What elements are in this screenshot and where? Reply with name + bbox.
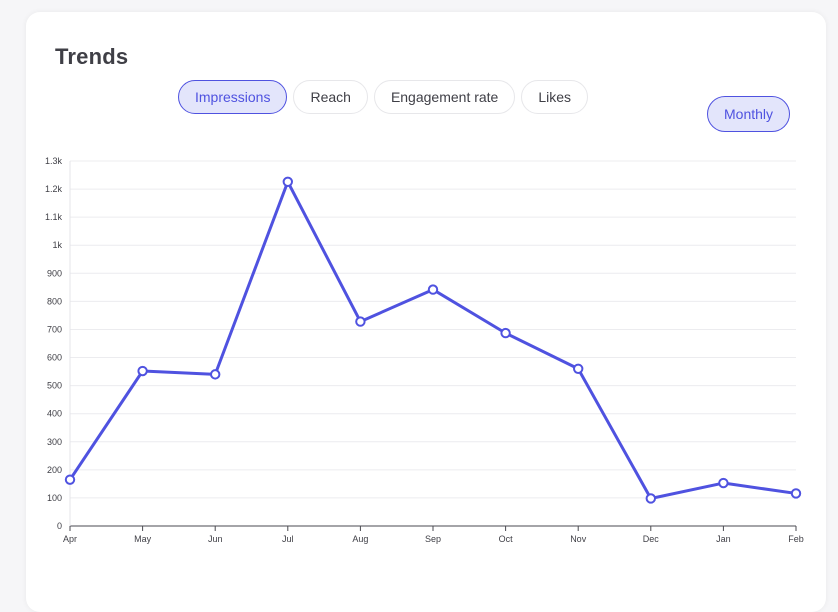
x-tick-label: Feb: [788, 534, 804, 544]
x-tick-label: Jul: [282, 534, 294, 544]
metric-tabs: Impressions Reach Engagement rate Likes: [178, 80, 589, 114]
grid-lines: [70, 160, 796, 499]
tab-engagement-rate[interactable]: Engagement rate: [373, 80, 516, 114]
y-tick-label: 1k: [52, 240, 62, 250]
data-point[interactable]: [500, 327, 511, 339]
x-tick-label: Oct: [499, 534, 514, 544]
y-tick-label: 1.1k: [45, 212, 63, 222]
data-point[interactable]: [427, 284, 439, 295]
period-toggle-monthly[interactable]: Monthly: [707, 96, 791, 132]
data-point[interactable]: [282, 176, 293, 187]
page-title: Trends: [55, 44, 129, 69]
tab-likes[interactable]: Likes: [521, 80, 589, 114]
y-tick-label: 1.2k: [45, 184, 63, 194]
y-tick-labels: 0 100 200 300 400 500 600 700 800 900 1k 1.1k 1.2k 1.…: [45, 156, 63, 531]
y-tick-label: 400: [47, 409, 62, 419]
x-tick-label: May: [134, 534, 152, 544]
y-tick-label: 200: [47, 465, 62, 475]
y-tick-label: 900: [47, 268, 62, 278]
x-tick-label: Jun: [208, 534, 223, 544]
x-tick-labels: Apr May Jun Jul Aug Sep Oct Nov Dec Jan Feb: [63, 534, 804, 544]
y-tick-label: 800: [47, 296, 62, 306]
y-tick-label: 500: [47, 381, 62, 391]
data-point[interactable]: [210, 369, 221, 380]
data-point[interactable]: [64, 474, 76, 485]
data-point[interactable]: [137, 365, 148, 377]
x-tick-label: Jan: [716, 534, 731, 544]
data-point[interactable]: [790, 488, 802, 499]
axes: [69, 161, 797, 531]
impressions-line-chart: 0 100 200 300 400 500 600 700 800 900 1k 1.1k 1.2k 1.…: [45, 156, 804, 544]
x-tick-label: Dec: [643, 534, 660, 544]
data-point[interactable]: [355, 316, 366, 327]
series-impressions: [64, 176, 802, 504]
x-tick-label: Aug: [352, 534, 368, 544]
x-tick-label: Sep: [425, 534, 441, 544]
y-tick-label: 1.3k: [45, 156, 63, 166]
y-tick-label: 0: [57, 521, 62, 531]
y-tick-label: 100: [47, 493, 62, 503]
series-line: [68, 180, 798, 500]
y-tick-label: 300: [47, 437, 62, 447]
tab-impressions[interactable]: Impressions: [178, 80, 288, 114]
y-tick-label: 700: [47, 324, 62, 334]
data-point[interactable]: [718, 477, 729, 489]
data-point[interactable]: [573, 363, 584, 374]
x-tick-label: Apr: [63, 534, 77, 544]
y-tick-label: 600: [47, 353, 62, 363]
tab-reach[interactable]: Reach: [293, 80, 368, 114]
x-tick-label: Nov: [570, 534, 587, 544]
data-point[interactable]: [645, 493, 656, 504]
